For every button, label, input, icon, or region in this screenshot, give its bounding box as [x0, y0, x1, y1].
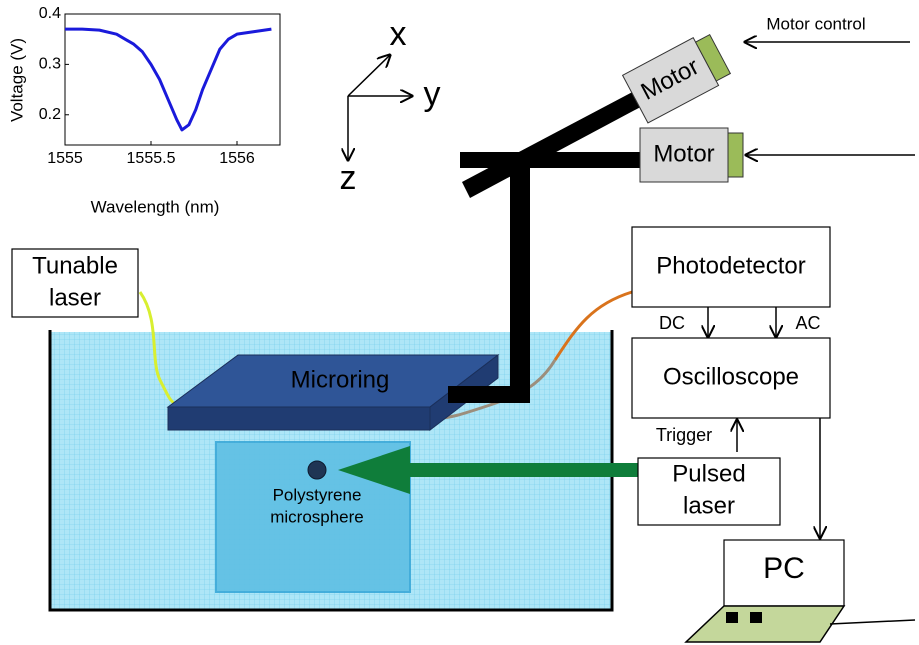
motor-control-label: Motor control	[766, 14, 865, 33]
inset-chart: Wavelength (nm) Voltage (V) 1555 1555.5 15…	[7, 5, 280, 216]
ac-label: AC	[795, 313, 820, 333]
diagram: Motor Motor Motor control x y z Tunable …	[0, 0, 919, 645]
axis-y-label: y	[424, 75, 441, 113]
pc-key	[726, 612, 738, 623]
axis-z-label: z	[340, 159, 357, 197]
arm	[448, 386, 530, 403]
tunable-laser-label: laser	[49, 284, 101, 311]
y-tick-label: 0.3	[39, 56, 61, 73]
pc-key	[750, 612, 762, 623]
microring-front	[168, 407, 430, 430]
arm	[510, 168, 530, 403]
pc-label: PC	[763, 552, 805, 585]
motor-cap	[728, 133, 743, 177]
trigger-label: Trigger	[656, 425, 712, 445]
y-tick-label: 0.4	[39, 5, 61, 22]
pulsed-laser-label: laser	[683, 492, 735, 519]
x-tick-label: 1555.5	[127, 150, 176, 167]
axis-x-label: x	[390, 15, 407, 53]
pc-base	[686, 606, 844, 642]
y-tick-label: 0.2	[39, 106, 61, 123]
dc-label: DC	[659, 313, 685, 333]
arm	[462, 88, 648, 198]
microring-label: Microring	[291, 366, 390, 393]
motor-label: Motor	[653, 140, 714, 167]
tunable-laser-label: Tunable	[32, 252, 118, 279]
x-tick-label: 1556	[219, 150, 255, 167]
microsphere-label: microsphere	[270, 507, 364, 526]
oscilloscope-label: Oscilloscope	[663, 363, 799, 390]
axis-x	[348, 55, 390, 96]
x-tick-label: 1555	[47, 150, 83, 167]
y-axis-title: Voltage (V)	[7, 38, 26, 122]
microsphere	[308, 461, 326, 479]
pulsed-laser-label: Pulsed	[672, 460, 745, 487]
microsphere-label: Polystyrene	[273, 485, 362, 504]
photodetector-label: Photodetector	[656, 252, 805, 279]
pc-cable	[830, 620, 915, 624]
x-axis-title: Wavelength (nm)	[91, 197, 220, 216]
